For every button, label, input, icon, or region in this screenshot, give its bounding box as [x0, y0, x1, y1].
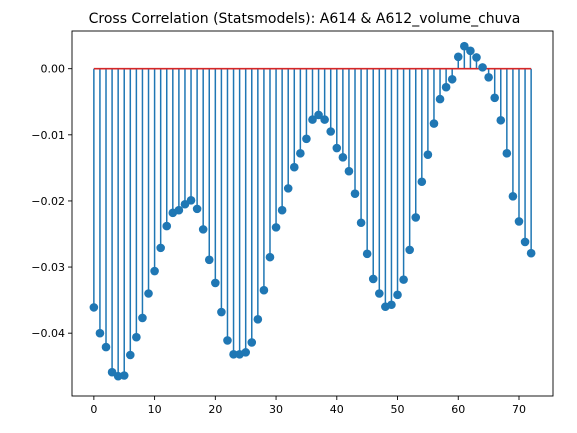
stem-marker [490, 93, 499, 103]
stem-marker [132, 332, 141, 342]
x-tick-label: 10 [148, 403, 162, 416]
stem-marker [204, 255, 214, 265]
y-tick-label: 0.00 [41, 63, 66, 76]
stem-marker [89, 303, 99, 312]
x-tick-label: 40 [330, 403, 344, 416]
x-tick-label: 30 [269, 403, 283, 416]
stem-marker [119, 371, 129, 380]
stem-marker [101, 342, 111, 352]
stem-marker [472, 53, 481, 62]
stem-marker [417, 177, 427, 187]
stem-marker [514, 217, 524, 226]
stem-marker [362, 249, 372, 259]
stem-markers [89, 41, 536, 381]
stem-marker [144, 289, 153, 298]
stem-marker [441, 82, 451, 92]
x-tick-label: 0 [90, 403, 97, 416]
stem-marker [277, 205, 287, 215]
stem-marker [283, 184, 293, 193]
stem-marker [338, 152, 348, 162]
stem-marker [484, 72, 493, 82]
stem-marker [405, 245, 414, 255]
x-tick-label: 20 [208, 403, 222, 416]
x-tick-label: 60 [451, 403, 465, 416]
stem-marker [192, 204, 202, 214]
stem-marker [350, 189, 360, 198]
stem-marker [429, 119, 439, 128]
stem-marker [138, 313, 147, 323]
stem-marker [393, 290, 402, 300]
y-tick-label: −0.01 [31, 129, 65, 142]
chart-title: Cross Correlation (Statsmodels): A614 & … [89, 11, 521, 27]
stem-marker [162, 221, 172, 231]
y-tick-label: −0.04 [31, 327, 65, 340]
stem-marker [453, 52, 463, 62]
stem-marker [265, 252, 275, 262]
stem-marker [126, 350, 135, 360]
stem-marker [387, 300, 396, 310]
stem-marker [466, 46, 475, 56]
stem-marker [435, 94, 445, 104]
stem-marker [320, 115, 329, 124]
stem-marker [356, 218, 366, 228]
stem-marker [302, 134, 311, 144]
plot-frame [71, 30, 554, 397]
stem-marker [156, 243, 165, 253]
stem-marker [332, 143, 342, 153]
stem-marker [526, 248, 536, 258]
x-axis: 0 10 20 30 40 50 60 70 [90, 396, 526, 416]
stem-marker [508, 192, 518, 201]
stem-marker [241, 348, 250, 357]
stem-marker [107, 367, 117, 377]
stem-marker [411, 213, 421, 222]
stem-marker [259, 285, 269, 295]
stem-marker [375, 289, 384, 298]
stem-marker [308, 115, 317, 124]
y-tick-label: −0.02 [31, 195, 65, 208]
x-tick-label: 50 [391, 403, 405, 416]
stem-marker [296, 149, 305, 158]
stem-marker [289, 162, 299, 172]
stem-marker [229, 350, 238, 359]
y-tick-label: −0.03 [31, 261, 65, 274]
stem-marker [460, 41, 469, 51]
stem-marker [247, 338, 257, 347]
stem-marker [368, 274, 378, 284]
stem-marker [180, 199, 190, 209]
stem-marker [344, 166, 354, 176]
stem-marker [314, 110, 323, 120]
stem-marker [326, 127, 336, 136]
stem-marker [186, 195, 196, 205]
stem-marker [496, 115, 506, 125]
stem-marker [423, 150, 433, 159]
y-axis: −0.04 −0.03 −0.02 −0.01 0.00 [31, 63, 72, 340]
stem-marker [447, 74, 457, 84]
stem-marker [502, 149, 512, 158]
x-tick-label: 70 [512, 403, 526, 416]
stem-marker [478, 63, 487, 72]
stem-marker [520, 237, 530, 247]
stem-marker [223, 336, 232, 345]
stem-marker [95, 328, 105, 338]
stem-marker [399, 275, 408, 284]
stem-marker [253, 314, 263, 324]
stem-marker [271, 223, 281, 232]
stem-marker [198, 225, 208, 234]
stem-marker [217, 307, 226, 317]
stem-marker [150, 266, 159, 276]
stem-marker [211, 278, 220, 288]
stem-lines [93, 46, 532, 377]
stem-marker [174, 205, 184, 215]
